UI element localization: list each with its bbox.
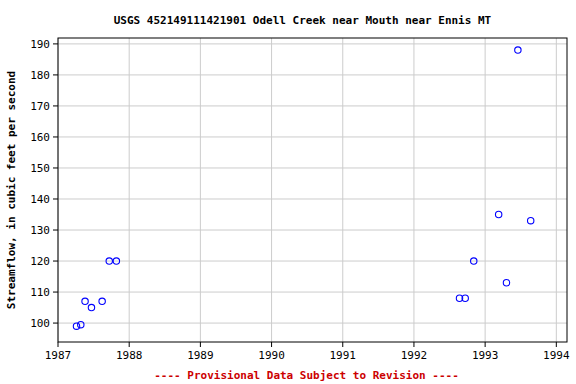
point [82,298,88,304]
grid-line-x [200,38,201,342]
grid-line-x [129,38,130,342]
points [73,47,534,329]
tick-x [129,342,130,347]
grid-line-y [58,292,567,293]
tick-x [58,342,59,347]
tick-x [200,342,201,347]
point [462,295,468,301]
tick-label-x: 1988 [116,349,143,362]
tick-y [53,198,58,199]
tick-label-y: 160 [30,131,50,144]
y-axis-label: Streamflow, in cubic feet per second [5,71,18,309]
chart-svg: 1987 1988 1989 1990 1991 1992 1993 1994 100 110 12… [0,0,576,384]
point [495,211,501,217]
tick-y [53,323,58,324]
tick-label-y: 180 [30,69,50,82]
grid-line-x [485,38,486,342]
tick-y [53,136,58,137]
annotation: ---- Provisional Data Subject to Revisio… [154,369,459,382]
tick-label-y: 110 [30,286,50,299]
grid-line-y [58,167,567,168]
point [527,218,533,224]
tick-label-x: 1993 [472,349,499,362]
tick-label-y: 140 [30,193,50,206]
tick-label-y: 130 [30,224,50,237]
grid-line-y [58,136,567,137]
point [88,304,94,310]
tick-label-y: 100 [30,317,50,330]
title: USGS 452149111421901 Odell Creek near Mo… [114,14,492,27]
tick-x [413,342,414,347]
tick-label-y: 190 [30,38,50,51]
point [503,280,509,286]
tick-y [53,292,58,293]
tick-y [53,105,58,106]
tick-label-y: 150 [30,162,50,175]
point [515,47,521,53]
grid-line-x [342,38,343,342]
tick-x [485,342,486,347]
point [106,258,112,264]
point [99,298,105,304]
tick-y [53,43,58,44]
grid-line-y [58,261,567,262]
tick-label-y: 120 [30,255,50,268]
plot-frame [58,38,567,342]
grid-line-x [556,38,557,342]
tick-x [271,342,272,347]
grid-line-y [58,198,567,199]
chart-container: 1987 1988 1989 1990 1991 1992 1993 1994 100 110 12… [0,0,576,384]
grid-line-y [58,43,567,44]
grid-line-y [58,74,567,75]
tick-y [53,261,58,262]
point [113,258,119,264]
tick-label-y: 170 [30,100,50,113]
point [78,321,84,327]
grid-line-x [271,38,272,342]
tick-y [53,230,58,231]
tick-x [342,342,343,347]
tick-label-x: 1992 [401,349,428,362]
tick-label-x: 1989 [187,349,214,362]
grid-line-y [58,105,567,106]
grid-line-x [413,38,414,342]
grid-line-y [58,323,567,324]
tick-label-x: 1987 [45,349,72,362]
tick-x [556,342,557,347]
tick-label-x: 1990 [258,349,285,362]
tick-y [53,167,58,168]
grid-line-y [58,230,567,231]
tick-label-x: 1991 [330,349,357,362]
background [0,0,576,384]
tick-y [53,74,58,75]
tick-label-x: 1994 [543,349,570,362]
point [471,258,477,264]
point [73,323,79,329]
